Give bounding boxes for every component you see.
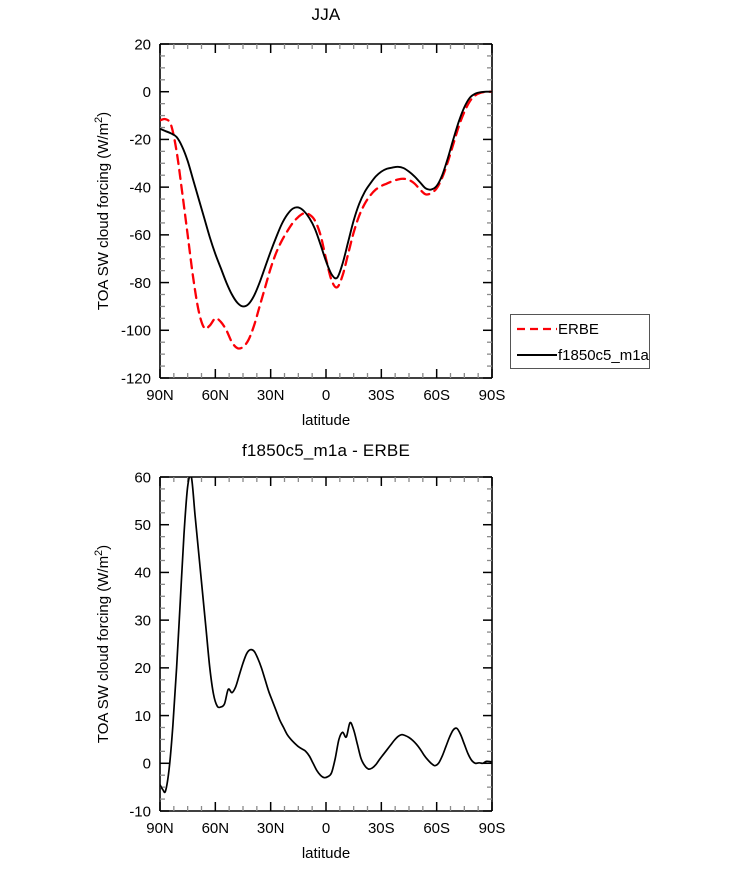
y-tick-label: -40 <box>129 179 151 196</box>
series-line-erbe <box>160 90 492 350</box>
x-tick-label: 0 <box>322 820 330 837</box>
y-tick-label: 20 <box>134 36 151 53</box>
x-tick-label: 60N <box>202 387 230 404</box>
y-tick-label: 0 <box>143 756 151 773</box>
chart-panel-difference: f1850c5_m1a - ERBE 60 50 40 30 20 10 0 -10 90N 60… <box>0 430 733 869</box>
x-tick-label: 0 <box>322 387 330 404</box>
x-tick-label: 60S <box>423 820 450 837</box>
legend-label-erbe: ERBE <box>558 320 599 338</box>
x-tick-label: 90S <box>479 820 506 837</box>
y-axis-title: TOA SW cloud forcing (W/m2) <box>93 112 112 310</box>
x-tick-label: 60N <box>202 820 230 837</box>
x-tick-label: 30S <box>368 387 395 404</box>
x-tick-label: 90S <box>479 387 506 404</box>
x-tick-label: 30N <box>257 387 285 404</box>
x-tick-label: 30S <box>368 820 395 837</box>
x-tick-label: 60S <box>423 387 450 404</box>
legend-swatch-erbe <box>516 322 558 336</box>
y-tick-label: 60 <box>134 469 151 486</box>
legend-item-erbe: ERBE <box>511 316 651 342</box>
y-tick-label: 30 <box>134 612 151 629</box>
x-axis-title: latitude <box>302 412 350 429</box>
y-tick-label: -20 <box>129 132 151 149</box>
y-tick-label: 0 <box>143 84 151 101</box>
legend: ERBE f1850c5_m1a <box>510 314 650 369</box>
x-tick-label: 90N <box>146 820 174 837</box>
legend-swatch-model <box>516 348 558 362</box>
y-tick-label: -120 <box>121 370 151 387</box>
y-axis-title: TOA SW cloud forcing (W/m2) <box>93 545 112 743</box>
x-tick-label: 90N <box>146 387 174 404</box>
y-tick-label: 40 <box>134 565 151 582</box>
y-tick-label: -80 <box>129 275 151 292</box>
series-line-f1850c5-m1a-erbe <box>160 477 492 794</box>
y-tick-label: 20 <box>134 660 151 677</box>
y-tick-label: -100 <box>121 323 151 340</box>
y-tick-label: -60 <box>129 227 151 244</box>
y-tick-label: 10 <box>134 708 151 725</box>
chart-panel-jja: JJA 20 0 -20 -40 -60 -80 -100 -120 90N 60N 30N 0 30S… <box>0 0 733 430</box>
legend-item-model: f1850c5_m1a <box>511 342 651 368</box>
y-tick-label: 50 <box>134 517 151 534</box>
y-tick-label: -10 <box>129 803 151 820</box>
chart-title-top: JJA <box>311 5 341 24</box>
chart-title-bottom: f1850c5_m1a - ERBE <box>241 441 411 460</box>
series-line-f1850c5-m1a <box>160 90 492 308</box>
x-axis-title: latitude <box>302 845 350 862</box>
legend-label-model: f1850c5_m1a <box>558 346 649 364</box>
x-tick-label: 30N <box>257 820 285 837</box>
